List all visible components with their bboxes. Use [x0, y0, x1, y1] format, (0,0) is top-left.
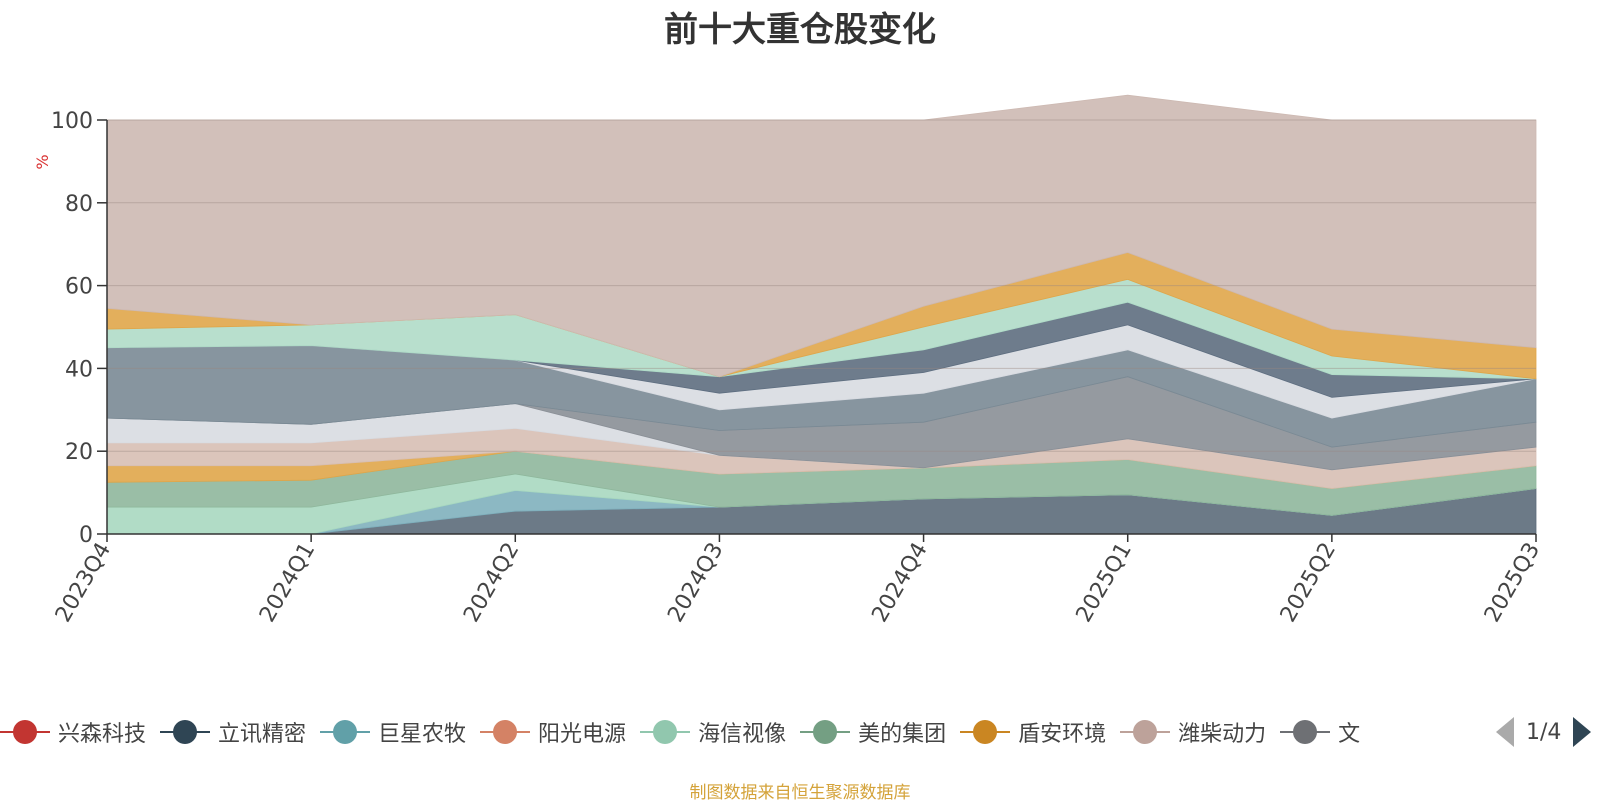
- data-source-note: 制图数据来自恒生聚源数据库: [689, 783, 911, 803]
- legend-marker-icon: [640, 719, 691, 745]
- legend-label: 阳光电源: [538, 722, 627, 747]
- x-tick-label: 2024Q1: [255, 539, 320, 627]
- legend-marker-icon: [160, 719, 211, 745]
- area-series-13: [106, 94, 1537, 378]
- y-axis-unit: %: [33, 154, 52, 169]
- legend-item[interactable]: 文: [1280, 712, 1360, 752]
- x-tick-label: 2025Q3: [1480, 539, 1545, 627]
- legend-prev-page-icon[interactable]: [1496, 717, 1514, 747]
- legend-item[interactable]: 兴森科技: [0, 712, 146, 752]
- legend-marker-icon: [0, 719, 50, 745]
- legend-marker-icon: [1120, 719, 1171, 745]
- legend-marker-icon: [960, 719, 1011, 745]
- y-tick-label: 0: [79, 523, 93, 548]
- legend-pager: 1/4: [1496, 714, 1592, 750]
- legend-page-indicator: 1/4: [1526, 719, 1562, 745]
- legend-item[interactable]: 海信视像: [640, 712, 786, 752]
- x-tick-label: 2025Q1: [1072, 539, 1137, 627]
- legend-label: 兴森科技: [58, 722, 147, 747]
- axes: [106, 120, 1537, 542]
- legend-label: 海信视像: [698, 722, 787, 747]
- legend-marker-icon: [480, 719, 531, 745]
- y-tick-label: 80: [65, 192, 93, 217]
- legend: 兴森科技 立讯精密 巨星农牧 阳光电源 海信视像 美的集团 盾安环境 潍柴动力 文: [0, 712, 1470, 752]
- legend-item[interactable]: 巨星农牧: [320, 712, 466, 752]
- x-tick-label: 2024Q4: [867, 539, 932, 627]
- legend-marker-icon: [320, 719, 371, 745]
- legend-marker-icon: [1280, 719, 1331, 745]
- legend-label: 巨星农牧: [378, 722, 467, 747]
- legend-label: 美的集团: [858, 722, 947, 747]
- x-tick-label: 2025Q2: [1276, 539, 1341, 627]
- legend-item[interactable]: 美的集团: [800, 712, 946, 752]
- x-tick-label: 2023Q4: [51, 539, 116, 627]
- legend-marker-icon: [800, 719, 851, 745]
- y-tick-labels: 0 20 40 60 80 100: [51, 109, 93, 548]
- y-tick-label: 40: [65, 357, 93, 382]
- legend-item[interactable]: 盾安环境: [960, 712, 1106, 752]
- legend-label: 立讯精密: [218, 722, 307, 747]
- legend-label: 盾安环境: [1018, 722, 1107, 747]
- y-tick-label: 20: [65, 440, 93, 465]
- gridlines: [97, 119, 1536, 535]
- legend-item[interactable]: 潍柴动力: [1120, 712, 1266, 752]
- x-tick-labels: 2023Q4 2024Q1 2024Q2 2024Q3 2024Q4 2025Q1 2025…: [51, 539, 1545, 627]
- legend-next-page-icon[interactable]: [1573, 717, 1592, 747]
- legend-item[interactable]: 立讯精密: [160, 712, 306, 752]
- y-tick-label: 100: [51, 109, 93, 134]
- legend-label: 潍柴动力: [1178, 722, 1267, 747]
- x-tick-label: 2024Q3: [663, 539, 728, 627]
- area-layers: [106, 94, 1537, 535]
- legend-item[interactable]: 阳光电源: [480, 712, 626, 752]
- chart-title: 前十大重仓股变化: [664, 10, 936, 50]
- y-tick-label: 60: [65, 275, 93, 300]
- x-tick-label: 2024Q2: [459, 539, 524, 627]
- legend-label: 文: [1338, 722, 1361, 747]
